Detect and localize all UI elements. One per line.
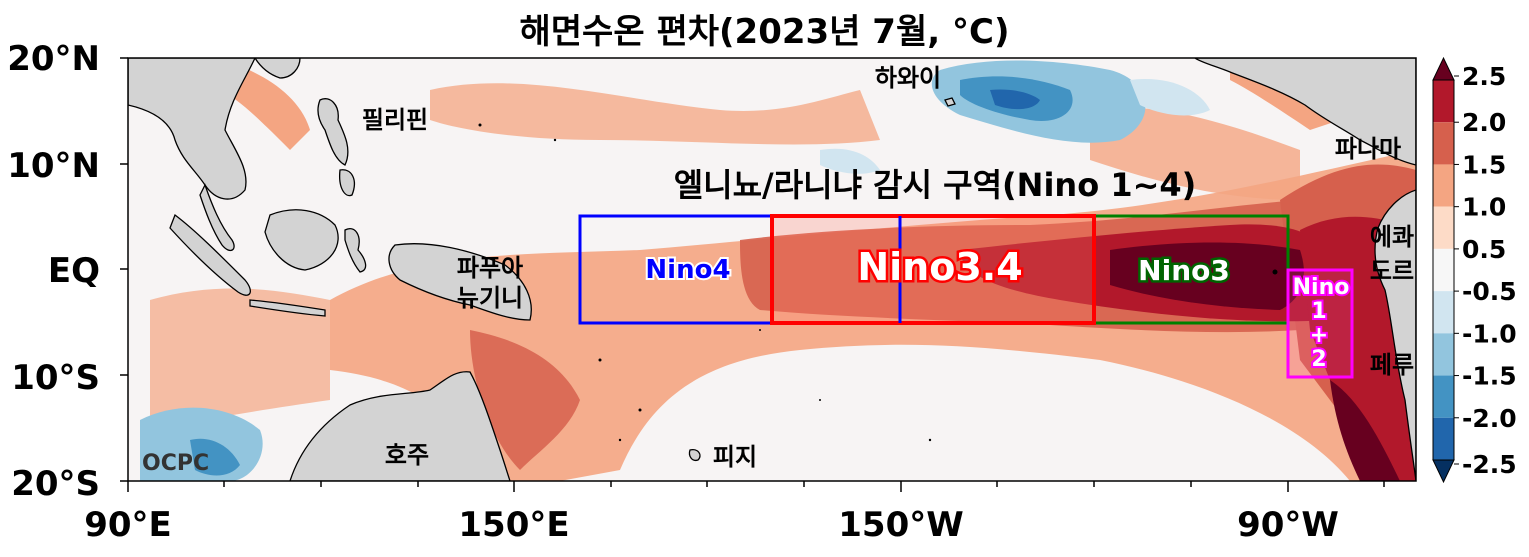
place-papua-line2: 뉴기니 (457, 284, 523, 312)
colorbar-tick-label: -2.5 (1462, 450, 1517, 479)
colorbar-bin (1433, 206, 1454, 249)
nino12-label-line4: 2 (1311, 347, 1326, 372)
colorbar-max-arrow (1432, 56, 1455, 81)
colorbar-bin (1433, 80, 1454, 123)
place-papua-line1: 파푸아 (457, 254, 523, 282)
nino12-label-line2: 1 (1311, 299, 1326, 324)
colorbar-tick-label: -1.5 (1462, 362, 1517, 391)
colorbar-bin (1433, 291, 1454, 334)
place-australia: 호주 (385, 441, 429, 469)
lat-label: 10°N (7, 146, 100, 186)
place-fiji: 피지 (713, 443, 757, 471)
land-masses (128, 58, 1416, 481)
nino12-label-line3: + (1310, 323, 1328, 348)
colorbar-bin (1433, 375, 1454, 418)
map-subtitle: 엘니뇨/라니냐 감시 구역(Nino 1~4) (674, 166, 1197, 204)
colorbar-bin (1433, 333, 1454, 376)
longitude-labels: 90°E 150°E 150°W 90°W (84, 505, 1339, 545)
lon-label: 150°E (458, 505, 569, 545)
colorbar-bin (1433, 122, 1454, 165)
colorbar: 2.5 2.0 1.5 1.0 0.5 -0.5 -1.0 -1.5 -2.0 -2.5 (1432, 56, 1517, 484)
lat-label: 20°S (11, 464, 100, 504)
small-islands (478, 123, 1278, 442)
colorbar-tick-label: -1.0 (1462, 319, 1517, 348)
colorbar-frame (1432, 79, 1455, 461)
colorbar-tick-label: -2.0 (1462, 404, 1517, 433)
ocpc-logo: OCPC (142, 451, 209, 476)
lon-ticks (127, 481, 1385, 492)
place-peru: 페루 (1370, 351, 1414, 379)
colorbar-tick-label: 0.5 (1462, 235, 1506, 264)
colorbar-min-arrow (1432, 459, 1455, 484)
place-panama: 파나마 (1335, 135, 1401, 163)
colorbar-tick-label: 2.5 (1462, 62, 1506, 91)
place-hawaii: 하와이 (875, 64, 941, 92)
colorbar-tick-label: 1.0 (1462, 193, 1506, 222)
colorbar-bin (1433, 417, 1454, 460)
lat-ticks (120, 57, 128, 482)
place-ecuador-line1: 에콰 (1370, 223, 1414, 251)
nino12-box (1286, 268, 1354, 379)
colorbar-bin (1433, 164, 1454, 207)
nino34-label: Nino3.4 (857, 245, 1022, 289)
nino-regions (578, 214, 1354, 379)
map-title: 해면수온 편차(2023년 7월, °C) (519, 12, 1010, 52)
latitude-labels: 20°N 10°N EQ 10°S 20°S (7, 39, 100, 504)
nino3-label: Nino3 (1138, 254, 1230, 287)
colorbar-tick-label: -0.5 (1462, 277, 1517, 306)
colorbar-tick-label: 1.5 (1462, 150, 1506, 179)
lat-label: EQ (48, 251, 100, 291)
lat-label: 10°S (11, 358, 100, 398)
place-ecuador-line2: 도르 (1370, 257, 1414, 285)
nino34-box (770, 214, 1096, 325)
colorbar-tick-label: 2.0 (1462, 108, 1506, 137)
colorbar-bin (1433, 248, 1454, 292)
nino4-label: Nino4 (645, 255, 730, 285)
lon-label: 150°W (838, 505, 963, 545)
lon-label: 90°W (1237, 505, 1339, 545)
nino12-label-line1: Nino (1293, 275, 1350, 300)
lat-label: 20°N (7, 39, 100, 79)
lon-label: 90°E (84, 505, 172, 545)
place-philippines: 필리핀 (362, 106, 428, 134)
